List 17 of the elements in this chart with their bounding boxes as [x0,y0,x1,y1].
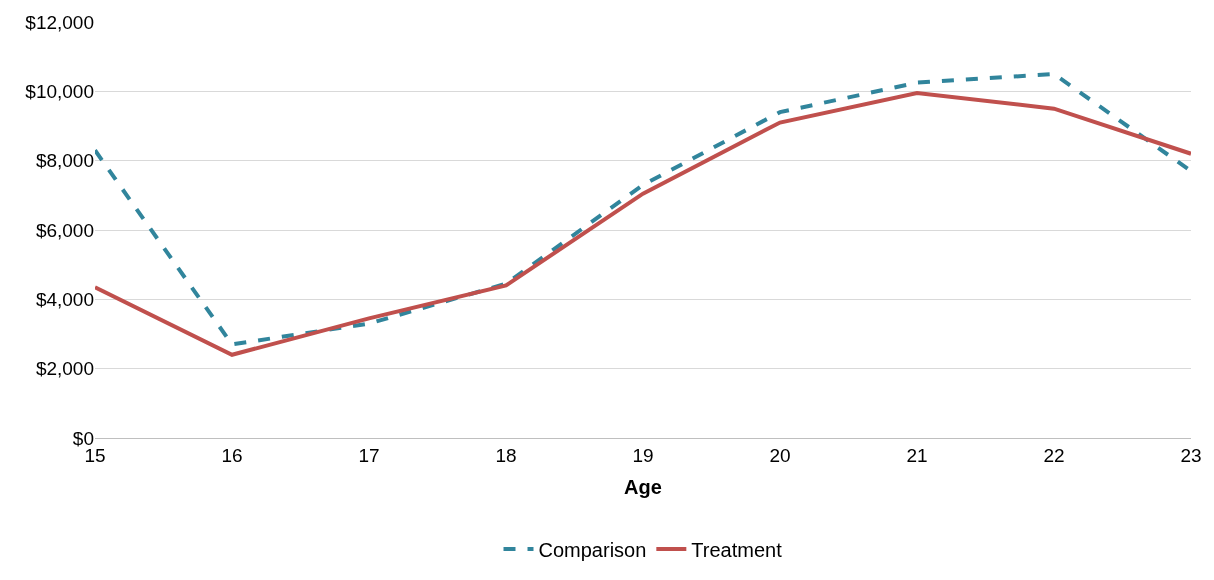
x-tick-label: 17 [358,444,380,466]
y-tick-label: $8,000 [35,150,94,172]
x-tick-label: 22 [1043,444,1065,466]
y-tick-label: $12,000 [25,11,94,33]
x-tick-label: 21 [906,444,928,466]
x-tick-label: 19 [632,444,654,466]
y-tick-label: $2,000 [35,358,94,380]
x-axis-title: Age [624,476,662,499]
x-tick-label: 16 [221,444,243,466]
legend-label: Comparison [538,538,647,561]
y-tick-label: $10,000 [25,80,94,102]
x-tick-label: 18 [495,444,517,466]
y-tick-label: $6,000 [35,219,94,241]
y-tick-label: $4,000 [35,288,94,310]
legend-label: Treatment [691,538,783,561]
x-tick-label: 23 [1180,444,1202,466]
x-tick-label: 20 [769,444,791,466]
